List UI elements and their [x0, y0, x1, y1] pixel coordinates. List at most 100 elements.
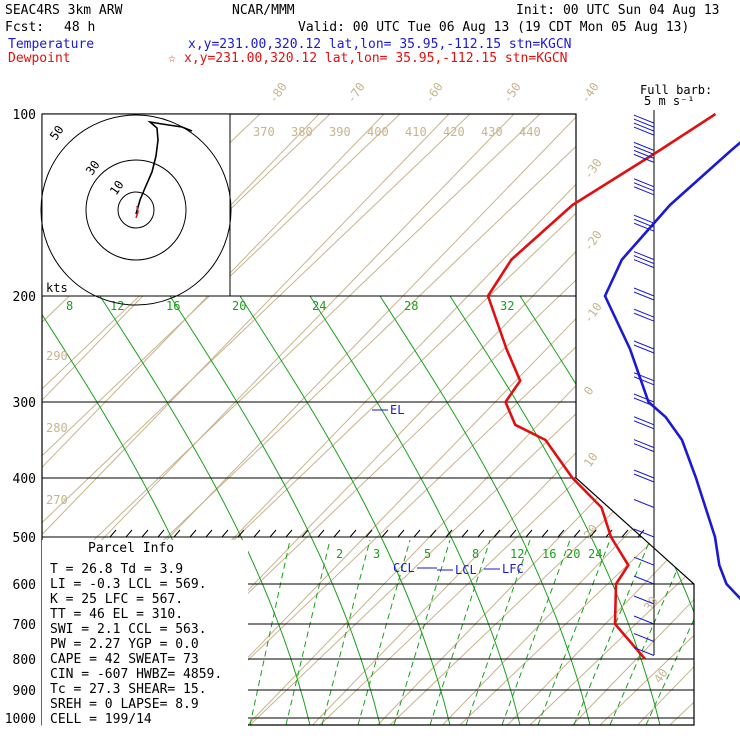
isotherm-label: 20 — [581, 522, 601, 542]
pressure-label-900: 900 — [13, 684, 36, 699]
init-time: Init: 00 UTC Sun 04 Aug 13 — [516, 3, 720, 18]
wind-barb-flag — [633, 376, 655, 386]
dry-adiabat-line — [319, 114, 694, 725]
wind-barb-flag — [633, 397, 655, 407]
hatch-mark — [285, 529, 293, 538]
wind-barb-flag — [633, 153, 655, 163]
hatch-mark — [253, 529, 261, 538]
wind-barb-flag — [633, 182, 655, 192]
wind-barb-flag — [633, 312, 655, 322]
hatch-mark — [125, 529, 133, 538]
pressure-label-800: 800 — [13, 653, 36, 668]
hatch-mark — [349, 529, 357, 538]
hatch-mark — [269, 529, 277, 538]
moist-adiabat-curve — [239, 295, 451, 725]
dry-adiabat-line — [179, 114, 694, 725]
mixing-ratio-label: 2 — [336, 547, 343, 561]
isotherm-line — [624, 114, 694, 725]
parcel-row: CELL = 199/14 — [50, 712, 152, 727]
hatch-mark — [237, 529, 245, 538]
mixing-ratio-label: 32 — [500, 299, 514, 313]
wind-barb-flag — [633, 149, 655, 159]
wind-barb-flag — [633, 473, 655, 483]
wind-barb-flag — [633, 222, 655, 232]
dry-adiabat-line — [669, 114, 694, 725]
dewpoint-star-icon: ☆ — [168, 51, 176, 66]
hodograph-ring-label-50: 50 — [47, 123, 67, 143]
wind-barb-flag — [633, 615, 655, 625]
hodograph: kts 10 30 50 — [40, 113, 232, 306]
theta-label: 410 — [405, 125, 427, 139]
dewpoint-location: x,y=231.00,320.12 lat,lon= 35.95,-112.15… — [184, 51, 568, 66]
dry-adiabat-line — [249, 114, 694, 725]
theta-label: 290 — [46, 349, 68, 363]
mixing-ratio-line — [501, 539, 571, 725]
wind-barb-flag — [633, 420, 655, 430]
hatch-mark — [621, 529, 629, 538]
theta-label: 390 — [329, 125, 351, 139]
hodograph-ring — [40, 114, 232, 306]
moist-adiabat-curve — [449, 295, 661, 725]
wind-barb-flag — [633, 178, 655, 188]
isotherm-label: 0 — [581, 384, 597, 398]
sounding-profiles — [486, 112, 740, 660]
pressure-labels: 100 200 300 400 500 600 700 800 900 1000 — [5, 108, 36, 727]
hatch-mark — [413, 529, 421, 538]
hatch-mark — [589, 529, 597, 538]
isotherm-label: -60 — [422, 80, 446, 106]
pressure-label-400: 400 — [13, 472, 36, 487]
fcst-value: 48 h — [64, 20, 95, 35]
isotherm-label: -20 — [581, 228, 605, 254]
dry-adiabat-line — [459, 114, 694, 725]
mixing-ratio-label: 5 — [424, 547, 431, 561]
temperature-location: x,y=231.00,320.12 lat,lon= 35.95,-112.15… — [188, 37, 572, 52]
hodograph-box — [41, 113, 231, 297]
dry-adiabat-line — [42, 114, 471, 725]
mixing-ratio-label: 12 — [510, 547, 524, 561]
hodograph-trace — [135, 120, 193, 215]
pressure-label-500: 500 — [13, 531, 36, 546]
wind-barb-flag — [633, 118, 655, 128]
level-annotations: EL CCL LCL LFC — [372, 403, 524, 577]
hatch-mark — [221, 529, 229, 538]
fcst-label: Fcst: — [5, 20, 44, 35]
wind-barb-flag — [633, 218, 655, 228]
hatch-mark — [189, 529, 197, 538]
org-title: NCAR/MMM — [232, 3, 295, 18]
wind-barb-flag — [633, 251, 655, 261]
isotherm-label: -50 — [500, 80, 524, 106]
hatch-mark — [493, 529, 501, 538]
theta-label: 380 — [291, 125, 313, 139]
isotherm-label: -30 — [581, 156, 605, 182]
temperature-legend-label: Temperature — [8, 37, 94, 52]
wind-barb-flag — [633, 114, 655, 124]
mixing-ratio-line — [321, 539, 371, 725]
wind-barb-flag — [633, 528, 655, 538]
mixing-ratio-line — [573, 539, 651, 725]
parcel-row: T = 26.8 Td = 3.9 — [50, 562, 183, 577]
isotherm-label: 30 — [641, 594, 661, 614]
hatch-mark — [509, 529, 517, 538]
pressure-label-600: 600 — [13, 578, 36, 593]
parcel-row: Tc = 27.3 SHEAR= 15. — [50, 682, 207, 697]
annotation-ccl: CCL — [393, 561, 415, 575]
wind-barb-flag — [633, 575, 655, 585]
mixing-ratio-line — [285, 539, 331, 725]
parcel-row: TT = 46 EL = 310. — [50, 607, 183, 622]
hatch-mark — [573, 529, 581, 538]
hodograph-ring-label-10: 10 — [107, 178, 127, 198]
hatch-mark — [445, 529, 453, 538]
parcel-row: CAPE = 42 SWEAT= 73 — [50, 652, 199, 667]
hodograph-units: kts — [46, 281, 68, 295]
dry-adiabat-line — [529, 114, 694, 725]
dry-adiabat-line — [42, 114, 541, 725]
mixing-ratio-label: 8 — [66, 299, 73, 313]
pressure-label-1000: 1000 — [5, 712, 36, 727]
moist-adiabat-curve — [519, 295, 694, 725]
isotherm-line — [42, 114, 450, 725]
dewpoint-profile — [486, 112, 717, 660]
barb-legend-line2: 5 m s⁻¹ — [644, 94, 695, 108]
hatch-mark — [525, 529, 533, 538]
wind-barb-flag — [633, 633, 655, 642]
moist-adiabat-curve — [309, 295, 521, 725]
